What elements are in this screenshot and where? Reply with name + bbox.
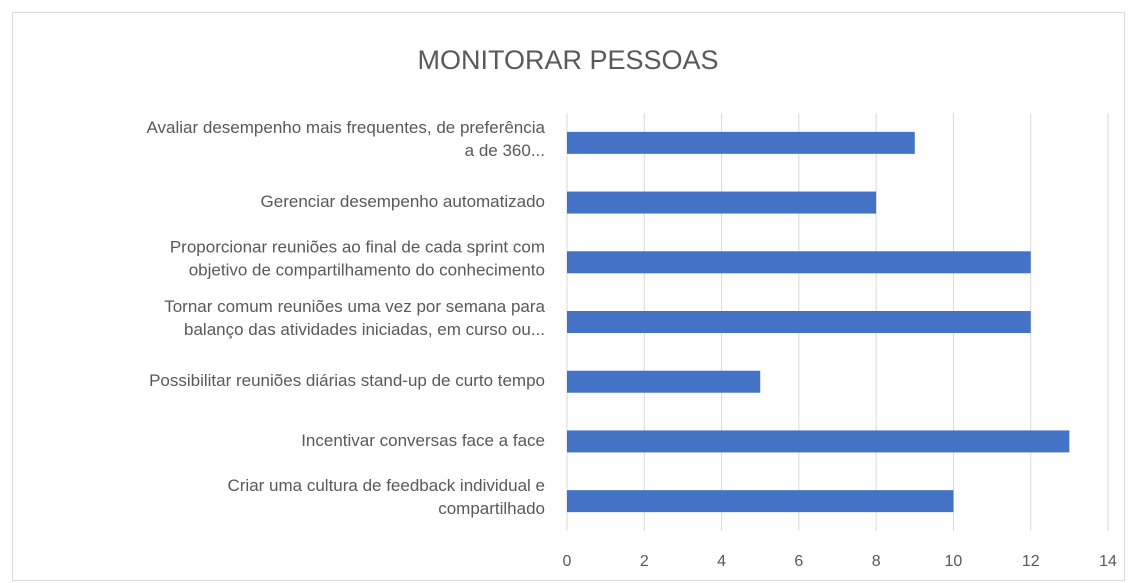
chart-title: MONITORAR PESSOAS	[417, 45, 718, 75]
y-tick-label: Proporcionar reuniões ao final de cada s…	[170, 237, 545, 256]
y-tick-label: balanço das atividades iniciadas, em cur…	[184, 320, 545, 339]
y-tick-label: a de 360...	[465, 141, 545, 160]
y-tick-label: Possibilitar reuniões diárias stand-up d…	[149, 371, 545, 390]
x-tick-label: 2	[640, 553, 649, 570]
x-tick-label: 10	[945, 553, 963, 570]
y-tick-label: objetivo de compartilhamento do conhecim…	[189, 260, 545, 279]
bar	[567, 191, 877, 214]
bar	[567, 251, 1031, 274]
y-tick-label: Avaliar desempenho mais frequentes, de p…	[147, 118, 546, 137]
bar	[567, 311, 1031, 333]
y-tick-label: Criar uma cultura de feedback individual…	[227, 476, 545, 495]
y-tick-label: Tornar comum reuniões uma vez por semana…	[164, 297, 545, 316]
x-tick-label: 0	[563, 553, 572, 570]
y-tick-label: compartilhado	[438, 499, 545, 518]
bar	[567, 490, 954, 513]
x-tick-label: 14	[1099, 553, 1117, 570]
x-tick-label: 8	[872, 553, 881, 570]
y-tick-label: Gerenciar desempenho automatizado	[261, 192, 545, 211]
bar	[567, 430, 1070, 453]
y-tick-label: Incentivar conversas face a face	[301, 431, 545, 450]
x-tick-label: 12	[1022, 553, 1040, 570]
bar	[567, 370, 761, 393]
bar	[567, 131, 915, 154]
x-tick-label: 6	[794, 553, 803, 570]
chart-border	[12, 12, 1125, 581]
x-tick-label: 4	[717, 553, 726, 570]
